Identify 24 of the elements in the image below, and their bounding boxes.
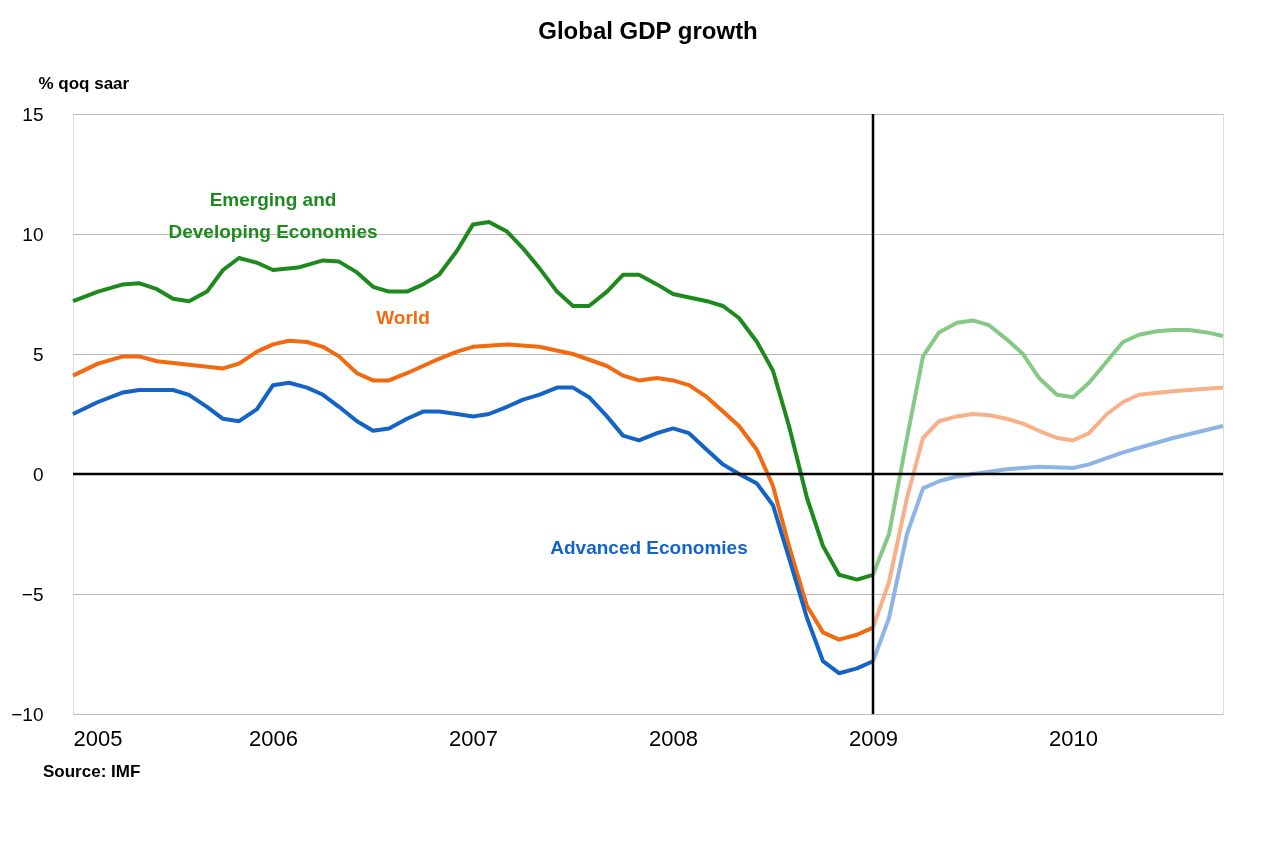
source-note: Source: IMF	[43, 762, 141, 781]
x-tick-label: 2010	[1049, 725, 1098, 751]
chart-title: Global GDP growth	[538, 17, 758, 44]
y-tick-label: −5	[21, 583, 44, 605]
y-tick-label: 15	[22, 103, 44, 125]
line-series	[71, 220, 875, 582]
x-tick-label: 2005	[73, 725, 123, 751]
series-label: Advanced Economies	[550, 537, 748, 559]
line-series	[871, 318, 1225, 577]
x-tick-label: 2009	[849, 725, 898, 751]
y-tick-label: 10	[22, 223, 44, 245]
x-tick-label: 2006	[249, 725, 298, 751]
x-tick-label: 2008	[649, 725, 698, 751]
y-tick-label: 0	[32, 463, 44, 485]
y-tick-label: −10	[11, 703, 44, 725]
x-tick-label: 2007	[449, 725, 498, 751]
line-series	[71, 338, 875, 642]
y-axis-title: % qoq saar	[38, 73, 130, 93]
line-series	[871, 424, 1225, 664]
line-series	[71, 380, 875, 676]
series-label: World	[376, 307, 430, 328]
series-label: Emerging and Developing Economies	[168, 189, 378, 243]
line-series	[871, 385, 1225, 630]
y-tick-label: 5	[32, 343, 44, 365]
